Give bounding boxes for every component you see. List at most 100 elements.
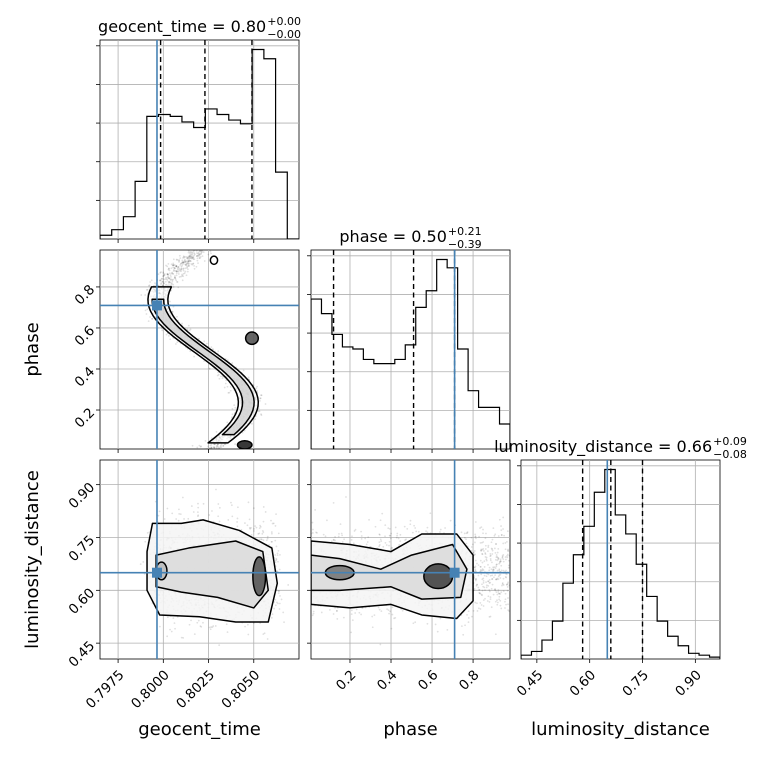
sample-point	[275, 558, 278, 561]
sample-point	[196, 259, 199, 262]
sample-point	[218, 520, 221, 523]
sample-point	[175, 279, 178, 282]
sample-point	[494, 533, 497, 536]
sample-point	[198, 257, 201, 259]
sample-point	[246, 524, 249, 527]
truth-marker	[151, 300, 162, 311]
sample-point	[271, 540, 273, 543]
sample-point	[482, 569, 485, 571]
sample-point	[411, 531, 414, 534]
sample-point	[351, 535, 353, 538]
sample-point	[475, 537, 477, 540]
sample-point	[234, 443, 237, 445]
hist-panel-luminosity_distance	[520, 459, 721, 660]
sample-point	[213, 448, 216, 449]
sample-point	[199, 449, 201, 451]
sample-point	[360, 613, 362, 616]
sample-point	[215, 445, 218, 448]
sample-point	[492, 566, 495, 569]
sample-point	[497, 578, 500, 581]
sample-point	[258, 527, 261, 530]
sample-point	[209, 628, 212, 631]
sample-point	[414, 621, 417, 624]
sample-point	[200, 445, 202, 448]
sample-point	[496, 556, 499, 558]
sample-point	[186, 328, 189, 331]
sample-point	[200, 250, 203, 252]
sample-point	[508, 610, 510, 613]
sample-point	[460, 531, 463, 534]
title-plus: +0.00	[267, 15, 301, 28]
sample-point	[508, 584, 510, 587]
sample-point	[177, 265, 180, 268]
sample-point	[282, 611, 285, 614]
sample-point	[495, 543, 497, 545]
sample-point	[446, 628, 449, 631]
sample-point	[497, 547, 500, 550]
sample-point	[371, 626, 374, 629]
sample-point	[500, 591, 503, 593]
sample-point	[193, 267, 196, 270]
sample-point	[502, 569, 505, 572]
sample-point	[391, 547, 394, 549]
sample-point	[390, 627, 393, 630]
sample-point	[386, 608, 389, 611]
sample-point	[498, 595, 501, 598]
sample-point	[193, 633, 196, 635]
sample-point	[176, 341, 179, 344]
sample-point	[188, 255, 191, 258]
sample-point	[178, 259, 180, 262]
sample-point	[287, 584, 290, 586]
sample-point	[475, 584, 478, 587]
sample-point	[201, 247, 203, 249]
sample-point	[493, 576, 495, 579]
sample-point	[184, 260, 187, 263]
sample-point	[189, 254, 191, 256]
sample-point	[389, 534, 392, 537]
sample-point	[199, 247, 201, 249]
sample-point	[262, 539, 265, 542]
sample-point	[503, 534, 505, 537]
sample-point	[189, 260, 192, 263]
sample-point	[324, 535, 327, 538]
sample-point	[478, 592, 481, 595]
sample-point	[507, 581, 509, 584]
sample-point	[484, 548, 487, 550]
sample-point	[172, 283, 175, 286]
sample-point	[352, 542, 355, 545]
sample-point	[485, 584, 488, 587]
truth-marker	[151, 567, 162, 578]
sample-point	[480, 526, 483, 529]
sample-point	[179, 257, 182, 260]
sample-point	[314, 509, 317, 511]
sample-point	[181, 267, 183, 270]
sample-point	[483, 586, 486, 589]
sample-point	[178, 259, 180, 261]
sample-point	[377, 606, 380, 609]
sample-point	[266, 537, 269, 540]
sample-point	[507, 609, 510, 611]
sample-point	[502, 590, 505, 593]
sample-point	[217, 446, 220, 448]
sample-point	[492, 569, 494, 572]
sample-point	[211, 448, 213, 449]
sample-point	[170, 283, 173, 286]
title-main: luminosity_distance = 0.66	[494, 437, 712, 457]
sample-point	[265, 539, 268, 542]
sample-point	[480, 593, 483, 596]
sample-point	[176, 270, 179, 273]
density-contour	[151, 298, 255, 436]
sample-point	[149, 281, 152, 283]
sample-point	[485, 575, 488, 578]
sample-point	[501, 555, 504, 557]
sample-point	[478, 588, 480, 591]
sample-point	[171, 512, 174, 515]
sample-point	[229, 385, 232, 388]
sample-point	[186, 256, 188, 258]
sample-point	[256, 389, 259, 392]
sample-point	[388, 544, 390, 547]
sample-point	[220, 443, 223, 446]
sample-point	[166, 273, 169, 276]
sample-point	[467, 621, 470, 624]
sample-point	[220, 446, 223, 448]
